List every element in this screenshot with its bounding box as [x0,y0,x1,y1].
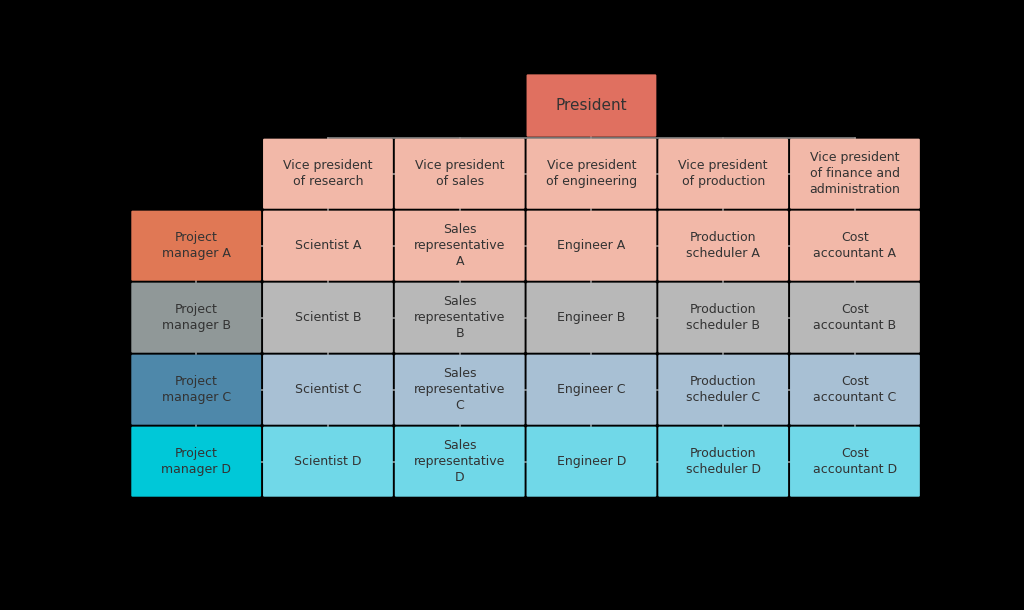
FancyBboxPatch shape [791,282,920,353]
FancyBboxPatch shape [395,138,524,209]
FancyBboxPatch shape [526,138,656,209]
Text: Scientist A: Scientist A [295,239,361,252]
FancyBboxPatch shape [131,354,261,425]
Text: Cost
accountant D: Cost accountant D [813,447,897,476]
FancyBboxPatch shape [658,282,788,353]
FancyBboxPatch shape [526,282,656,353]
Text: Vice president
of research: Vice president of research [284,159,373,188]
FancyBboxPatch shape [526,426,656,497]
FancyBboxPatch shape [395,210,524,281]
Text: Project
manager C: Project manager C [162,375,230,404]
FancyBboxPatch shape [263,138,393,209]
FancyBboxPatch shape [658,354,788,425]
FancyBboxPatch shape [791,354,920,425]
FancyBboxPatch shape [791,426,920,497]
FancyBboxPatch shape [658,138,788,209]
FancyBboxPatch shape [526,74,656,137]
Text: Production
scheduler C: Production scheduler C [686,375,760,404]
Text: Project
manager D: Project manager D [161,447,231,476]
Text: Production
scheduler B: Production scheduler B [686,303,760,332]
FancyBboxPatch shape [395,354,524,425]
Text: Vice president
of sales: Vice president of sales [415,159,505,188]
Text: Engineer A: Engineer A [557,239,626,252]
FancyBboxPatch shape [263,354,393,425]
FancyBboxPatch shape [395,282,524,353]
FancyBboxPatch shape [131,426,261,497]
FancyBboxPatch shape [395,426,524,497]
Text: Engineer B: Engineer B [557,311,626,324]
FancyBboxPatch shape [131,210,261,281]
Text: Engineer D: Engineer D [557,455,626,468]
Text: Cost
accountant A: Cost accountant A [813,231,896,260]
Text: Engineer C: Engineer C [557,383,626,396]
FancyBboxPatch shape [263,282,393,353]
Text: Scientist D: Scientist D [294,455,361,468]
Text: Production
scheduler A: Production scheduler A [686,231,760,260]
Text: Cost
accountant C: Cost accountant C [813,375,897,404]
FancyBboxPatch shape [658,210,788,281]
Text: Vice president
of finance and
administration: Vice president of finance and administra… [810,151,900,196]
Text: Scientist B: Scientist B [295,311,361,324]
Text: President: President [556,98,628,113]
Text: Project
manager A: Project manager A [162,231,230,260]
Text: Production
scheduler D: Production scheduler D [686,447,761,476]
FancyBboxPatch shape [658,426,788,497]
Text: Sales
representative
A: Sales representative A [414,223,506,268]
Text: Project
manager B: Project manager B [162,303,230,332]
Text: Cost
accountant B: Cost accountant B [813,303,897,332]
FancyBboxPatch shape [263,210,393,281]
FancyBboxPatch shape [791,210,920,281]
FancyBboxPatch shape [526,210,656,281]
Text: Vice president
of production: Vice president of production [679,159,768,188]
FancyBboxPatch shape [791,138,920,209]
FancyBboxPatch shape [526,354,656,425]
Text: Sales
representative
D: Sales representative D [414,439,506,484]
FancyBboxPatch shape [131,282,261,353]
Text: Sales
representative
C: Sales representative C [414,367,506,412]
Text: Scientist C: Scientist C [295,383,361,396]
FancyBboxPatch shape [263,426,393,497]
Text: Vice president
of engineering: Vice president of engineering [546,159,637,188]
Text: Sales
representative
B: Sales representative B [414,295,506,340]
